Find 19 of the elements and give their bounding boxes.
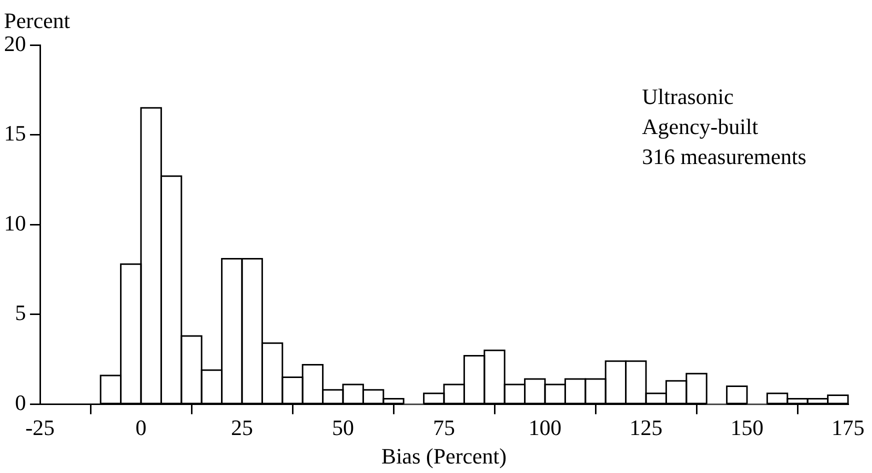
y-tick-label: 15 <box>4 120 26 146</box>
annotation: Agency-built <box>642 114 758 139</box>
y-tick-label: 10 <box>4 210 26 236</box>
x-tick-label: 0 <box>136 415 146 440</box>
y-tick-label: 5 <box>15 300 26 326</box>
annotation: 316 measurements <box>642 144 806 169</box>
x-tick-label: 100 <box>528 415 562 440</box>
x-tick-label: 125 <box>630 415 662 440</box>
x-tick-label: 75 <box>433 415 455 440</box>
x-tick-label: 175 <box>832 415 864 440</box>
x-axis-title: Bias (Percent) <box>381 444 507 469</box>
x-tick-label: 25 <box>231 415 253 440</box>
y-tick-label: 0 <box>15 390 26 415</box>
x-tick-label: 150 <box>730 415 764 440</box>
x-tick-label: 50 <box>332 415 354 440</box>
y-tick-label: 20 <box>4 30 26 56</box>
annotation: Ultrasonic <box>642 84 734 109</box>
x-tick-label: -25 <box>25 415 55 440</box>
y-axis-title: Percent <box>4 8 70 33</box>
